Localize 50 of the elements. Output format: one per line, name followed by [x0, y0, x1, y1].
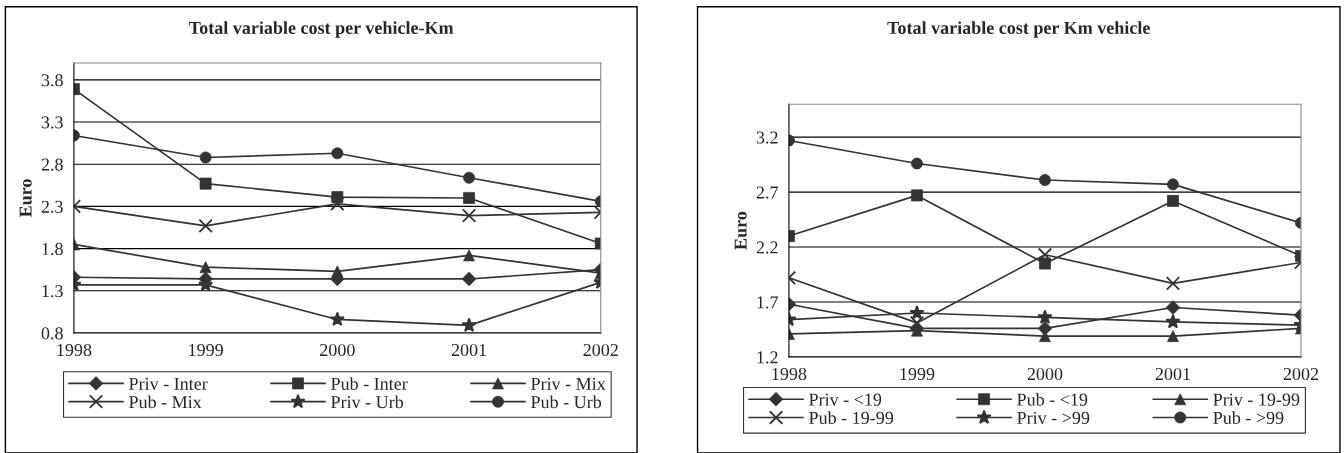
legend-label: Priv - >99 — [1017, 411, 1090, 424]
point — [329, 311, 345, 326]
x-tick-label: 2000 — [320, 343, 355, 357]
legend-label: Pub - Inter — [331, 377, 408, 390]
x-tick-label: 2002 — [1283, 367, 1319, 381]
x-tick-label: 1999 — [189, 343, 223, 357]
x-tick-label: 1998 — [772, 367, 807, 381]
chart-title: Total variable cost per Km vehicle — [887, 21, 1150, 38]
legend-label: Pub - Mix — [129, 395, 202, 409]
point — [1037, 309, 1053, 324]
point — [1165, 313, 1181, 329]
point — [1037, 247, 1053, 262]
legend-label: Priv - Mix — [531, 377, 606, 390]
y-tick-label: 1.2 — [757, 351, 778, 364]
y-tick-label: 0.8 — [41, 327, 63, 340]
legend-label: Priv - Urb — [331, 395, 404, 409]
legend-label: Pub - 19-99 — [809, 411, 894, 424]
y-tick-label: 1.8 — [42, 242, 63, 256]
legend-label: Pub - Urb — [531, 395, 602, 409]
legend-label: Priv - <19 — [809, 393, 882, 406]
legend-label: Priv - 19-99 — [1213, 393, 1300, 406]
x-tick-label: 2001 — [1155, 367, 1190, 381]
y-tick-label: 2.8 — [41, 158, 63, 171]
point — [461, 317, 477, 332]
point — [1165, 276, 1181, 291]
legend-label: Pub - <19 — [1017, 393, 1088, 406]
y-tick-label: 3.8 — [41, 74, 63, 87]
point — [909, 305, 925, 320]
y-tick-label: 2.3 — [41, 200, 63, 213]
point — [461, 208, 477, 223]
point — [330, 196, 345, 212]
x-tick-label: 1999 — [900, 367, 935, 381]
x-tick-label: 1998 — [57, 343, 92, 357]
chart-title: Total variable cost per vehicle-Km — [189, 21, 454, 38]
x-tick-label: 2001 — [451, 343, 487, 357]
point — [909, 315, 925, 331]
point — [463, 192, 475, 204]
y-tick-label: 1.7 — [757, 296, 778, 309]
y-tick-label: 1.3 — [42, 285, 63, 298]
y-tick-label: 3.3 — [41, 116, 63, 129]
y-axis-title: Euro — [19, 179, 32, 218]
y-tick-label: 2.2 — [756, 241, 778, 254]
x-tick-label: 2002 — [583, 343, 618, 357]
x-tick-label: 2000 — [1027, 367, 1063, 381]
y-axis-title: Euro — [734, 211, 747, 250]
y-tick-label: 3.2 — [756, 131, 778, 144]
legend-label: Pub - >99 — [1213, 411, 1284, 424]
y-tick-label: 2.7 — [756, 186, 778, 199]
legend-label: Priv - Inter — [129, 377, 208, 390]
point — [198, 218, 213, 233]
